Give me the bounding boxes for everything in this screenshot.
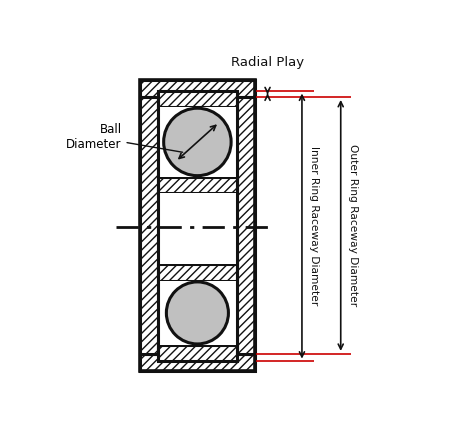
Bar: [140, 97, 157, 354]
Bar: [237, 97, 255, 354]
Bar: [140, 80, 255, 97]
Text: Radial Play: Radial Play: [231, 56, 304, 69]
Circle shape: [166, 282, 228, 344]
Bar: [157, 107, 237, 177]
Bar: [157, 281, 237, 345]
Bar: [157, 193, 237, 265]
Bar: [140, 80, 255, 371]
Bar: [140, 80, 255, 371]
Text: Inner Ring Raceway Diameter: Inner Ring Raceway Diameter: [310, 146, 319, 306]
Text: Outer Ring Raceway Diameter: Outer Ring Raceway Diameter: [348, 144, 358, 307]
Bar: [157, 91, 237, 107]
Circle shape: [164, 108, 231, 176]
Bar: [157, 265, 237, 281]
Bar: [157, 177, 237, 193]
Bar: [157, 97, 237, 354]
Bar: [140, 354, 255, 371]
Text: Ball
Diameter: Ball Diameter: [66, 123, 182, 152]
Bar: [157, 345, 237, 361]
